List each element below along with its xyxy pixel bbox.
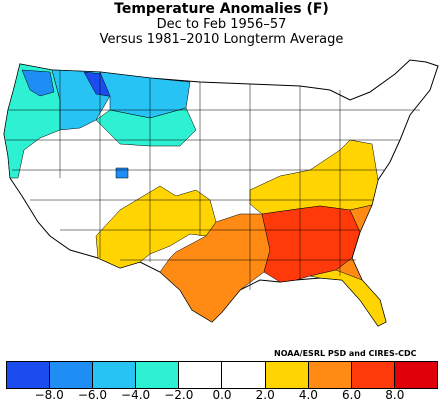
region-florida bbox=[309, 269, 387, 327]
legend-swatch bbox=[50, 362, 94, 388]
legend-tick-label: −6.0 bbox=[77, 388, 107, 402]
legend-tick-label: 6.0 bbox=[342, 388, 362, 402]
map-subtitle: Dec to Feb 1956–57 bbox=[156, 17, 287, 32]
map-title: Temperature Anomalies (F) bbox=[114, 1, 329, 17]
legend-tick-label: 0.0 bbox=[212, 388, 232, 402]
region-utah-spot bbox=[115, 167, 129, 179]
legend-swatch bbox=[394, 362, 437, 388]
region-southwest bbox=[95, 185, 217, 269]
region-north-dakota-minnesota bbox=[95, 107, 197, 147]
legend-swatch bbox=[265, 362, 309, 388]
legend-tick-label: −2.0 bbox=[164, 388, 194, 402]
division-lines bbox=[6, 70, 420, 290]
us-anomaly-map bbox=[3, 59, 439, 327]
legend-tick-label: 8.0 bbox=[385, 388, 405, 402]
legend-tick-label: 4.0 bbox=[298, 388, 318, 402]
title-block: Temperature Anomalies (F) Dec to Feb 195… bbox=[0, 0, 443, 47]
region-washington-cold-core bbox=[21, 69, 55, 97]
legend-swatch bbox=[179, 362, 223, 388]
credit-text: NOAA/ESRL PSD and CIRES-CDC bbox=[274, 349, 417, 358]
legend-swatch bbox=[222, 362, 266, 388]
legend-tick-label: −4.0 bbox=[121, 388, 151, 402]
legend-swatch bbox=[136, 362, 180, 388]
legend-swatch bbox=[7, 362, 51, 388]
legend-swatch bbox=[93, 362, 137, 388]
legend-swatch bbox=[351, 362, 395, 388]
region-texas-gulf bbox=[159, 213, 271, 323]
comparison-text: Versus 1981–2010 Longterm Average bbox=[99, 32, 344, 47]
legend-tick-label: −8.0 bbox=[34, 388, 64, 402]
legend-swatch bbox=[308, 362, 352, 388]
legend-tick-label: 2.0 bbox=[255, 388, 275, 402]
color-legend bbox=[6, 361, 438, 389]
legend-tick-labels: −8.0 −6.0 −4.0 −2.0 0.0 2.0 4.0 6.0 8.0 bbox=[6, 389, 438, 401]
